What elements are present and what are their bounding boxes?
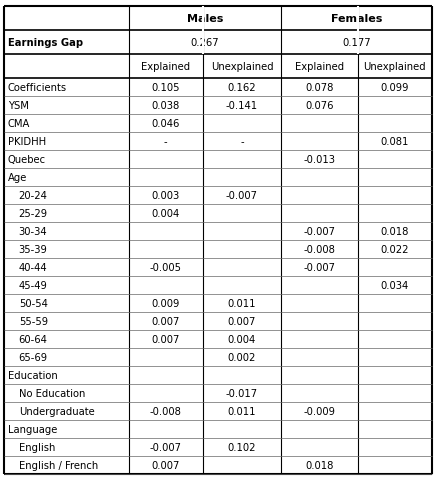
Text: -0.009: -0.009 bbox=[303, 407, 335, 416]
Text: Age: Age bbox=[8, 173, 27, 183]
Text: English: English bbox=[19, 442, 55, 453]
Text: 0.038: 0.038 bbox=[152, 101, 180, 111]
Text: Education: Education bbox=[8, 371, 58, 380]
Text: 0.007: 0.007 bbox=[151, 317, 180, 327]
Text: 0.081: 0.081 bbox=[380, 137, 409, 147]
Text: 0.034: 0.034 bbox=[381, 281, 409, 291]
Text: YSM: YSM bbox=[8, 101, 29, 111]
Text: -0.007: -0.007 bbox=[303, 227, 335, 237]
Text: 0.018: 0.018 bbox=[380, 227, 409, 237]
Text: 0.002: 0.002 bbox=[228, 352, 256, 363]
Text: Females: Females bbox=[331, 14, 382, 24]
Text: 0.177: 0.177 bbox=[342, 38, 371, 48]
Text: 0.099: 0.099 bbox=[380, 83, 409, 93]
Text: 0.018: 0.018 bbox=[305, 460, 334, 470]
Text: 55-59: 55-59 bbox=[19, 317, 48, 327]
Text: 0.007: 0.007 bbox=[228, 317, 256, 327]
Text: Coefficients: Coefficients bbox=[8, 83, 67, 93]
Text: 0.004: 0.004 bbox=[152, 209, 180, 219]
Text: -0.007: -0.007 bbox=[150, 442, 182, 453]
Text: -: - bbox=[164, 137, 167, 147]
Text: 0.105: 0.105 bbox=[151, 83, 180, 93]
Text: 0.004: 0.004 bbox=[228, 334, 256, 345]
Text: 0.267: 0.267 bbox=[191, 38, 219, 48]
Text: 0.007: 0.007 bbox=[151, 334, 180, 345]
Text: 65-69: 65-69 bbox=[19, 352, 48, 363]
Text: Unexplained: Unexplained bbox=[363, 62, 426, 72]
Text: 0.007: 0.007 bbox=[151, 460, 180, 470]
Text: 0.011: 0.011 bbox=[228, 299, 256, 309]
Text: 0.078: 0.078 bbox=[305, 83, 334, 93]
Text: -0.013: -0.013 bbox=[303, 155, 335, 165]
Text: 60-64: 60-64 bbox=[19, 334, 48, 345]
Text: 0.011: 0.011 bbox=[228, 407, 256, 416]
Text: Quebec: Quebec bbox=[8, 155, 46, 165]
Text: 25-29: 25-29 bbox=[19, 209, 48, 219]
Text: 45-49: 45-49 bbox=[19, 281, 48, 291]
Text: Males: Males bbox=[187, 14, 223, 24]
Text: 0.009: 0.009 bbox=[151, 299, 180, 309]
Text: Earnings Gap: Earnings Gap bbox=[8, 38, 83, 48]
Text: 35-39: 35-39 bbox=[19, 245, 48, 255]
Text: 0.022: 0.022 bbox=[380, 245, 409, 255]
Text: 40-44: 40-44 bbox=[19, 263, 48, 272]
Text: 0.046: 0.046 bbox=[151, 119, 180, 129]
Text: -0.017: -0.017 bbox=[226, 389, 258, 398]
Text: Language: Language bbox=[8, 424, 57, 435]
Text: Unexplained: Unexplained bbox=[211, 62, 273, 72]
Text: 20-24: 20-24 bbox=[19, 191, 48, 201]
Text: Undergraduate: Undergraduate bbox=[19, 407, 95, 416]
Text: 0.076: 0.076 bbox=[305, 101, 334, 111]
Text: -: - bbox=[240, 137, 244, 147]
Text: 50-54: 50-54 bbox=[19, 299, 48, 309]
Text: -0.007: -0.007 bbox=[226, 191, 258, 201]
Text: 0.003: 0.003 bbox=[152, 191, 180, 201]
Text: -0.008: -0.008 bbox=[150, 407, 182, 416]
Text: CMA: CMA bbox=[8, 119, 30, 129]
Text: Explained: Explained bbox=[141, 62, 190, 72]
Text: 30-34: 30-34 bbox=[19, 227, 48, 237]
Text: -0.005: -0.005 bbox=[150, 263, 182, 272]
Text: -0.008: -0.008 bbox=[303, 245, 335, 255]
Text: Explained: Explained bbox=[295, 62, 344, 72]
Text: 0.102: 0.102 bbox=[228, 442, 256, 453]
Text: -0.007: -0.007 bbox=[303, 263, 335, 272]
Text: English / French: English / French bbox=[19, 460, 98, 470]
Text: 0.162: 0.162 bbox=[228, 83, 256, 93]
Text: No Education: No Education bbox=[19, 389, 85, 398]
Text: PKIDHH: PKIDHH bbox=[8, 137, 46, 147]
Text: -0.141: -0.141 bbox=[226, 101, 258, 111]
